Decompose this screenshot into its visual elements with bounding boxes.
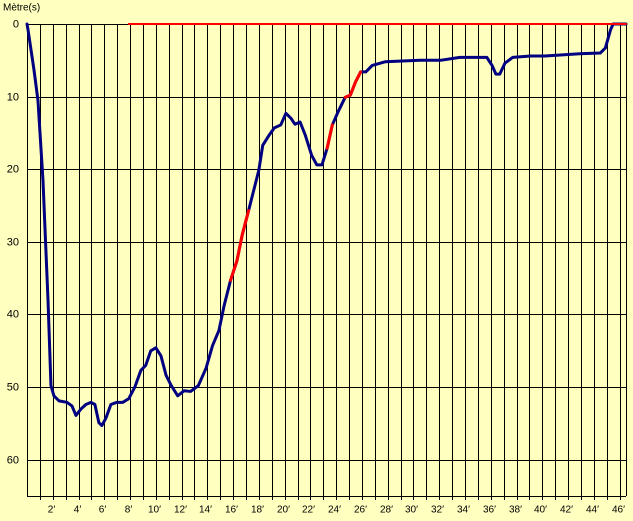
x-tick-label: 44′ bbox=[586, 505, 599, 516]
x-tick-label: 42′ bbox=[560, 505, 573, 516]
y-tick-label: 40 bbox=[7, 308, 19, 320]
x-tick-label: 40′ bbox=[534, 505, 547, 516]
x-tick-label: 6′ bbox=[99, 505, 107, 516]
y-tick-label: 20 bbox=[7, 163, 19, 175]
y-tick-label: 30 bbox=[7, 236, 19, 248]
x-tick-label: 18′ bbox=[251, 505, 264, 516]
x-tick-label: 24′ bbox=[328, 505, 341, 516]
x-tick-label: 20′ bbox=[277, 505, 290, 516]
x-tick-label: 12′ bbox=[174, 505, 187, 516]
x-tick-label: 34′ bbox=[457, 505, 470, 516]
x-tick-label: 26′ bbox=[354, 505, 367, 516]
y-tick-label: 10 bbox=[7, 91, 19, 103]
x-tick-label: 28′ bbox=[380, 505, 393, 516]
x-tick-label: 30′ bbox=[405, 505, 418, 516]
x-tick-label: 2′ bbox=[48, 505, 56, 516]
profile-line bbox=[229, 70, 363, 282]
x-tick-label: 8′ bbox=[125, 505, 133, 516]
x-tick-label: 38′ bbox=[509, 505, 522, 516]
x-tick-label: 4′ bbox=[74, 505, 82, 516]
x-tick-label: 10′ bbox=[148, 505, 161, 516]
x-tick-label: 32′ bbox=[431, 505, 444, 516]
x-tick-label: 22′ bbox=[302, 505, 315, 516]
x-tick-label: 16′ bbox=[225, 505, 238, 516]
x-tick-label: 14′ bbox=[199, 505, 212, 516]
y-tick-label: 0 bbox=[13, 18, 19, 30]
y-tick-label: 50 bbox=[7, 381, 19, 393]
y-tick-label: 60 bbox=[7, 454, 19, 466]
x-tick-label: 46′ bbox=[612, 505, 625, 516]
y-axis-label: Mètre(s) bbox=[3, 3, 40, 14]
x-tick-label: 36′ bbox=[483, 505, 496, 516]
